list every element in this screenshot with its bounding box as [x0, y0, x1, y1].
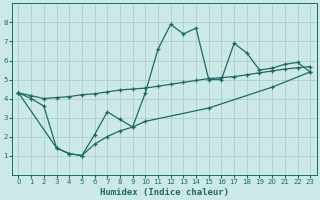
X-axis label: Humidex (Indice chaleur): Humidex (Indice chaleur): [100, 188, 229, 197]
